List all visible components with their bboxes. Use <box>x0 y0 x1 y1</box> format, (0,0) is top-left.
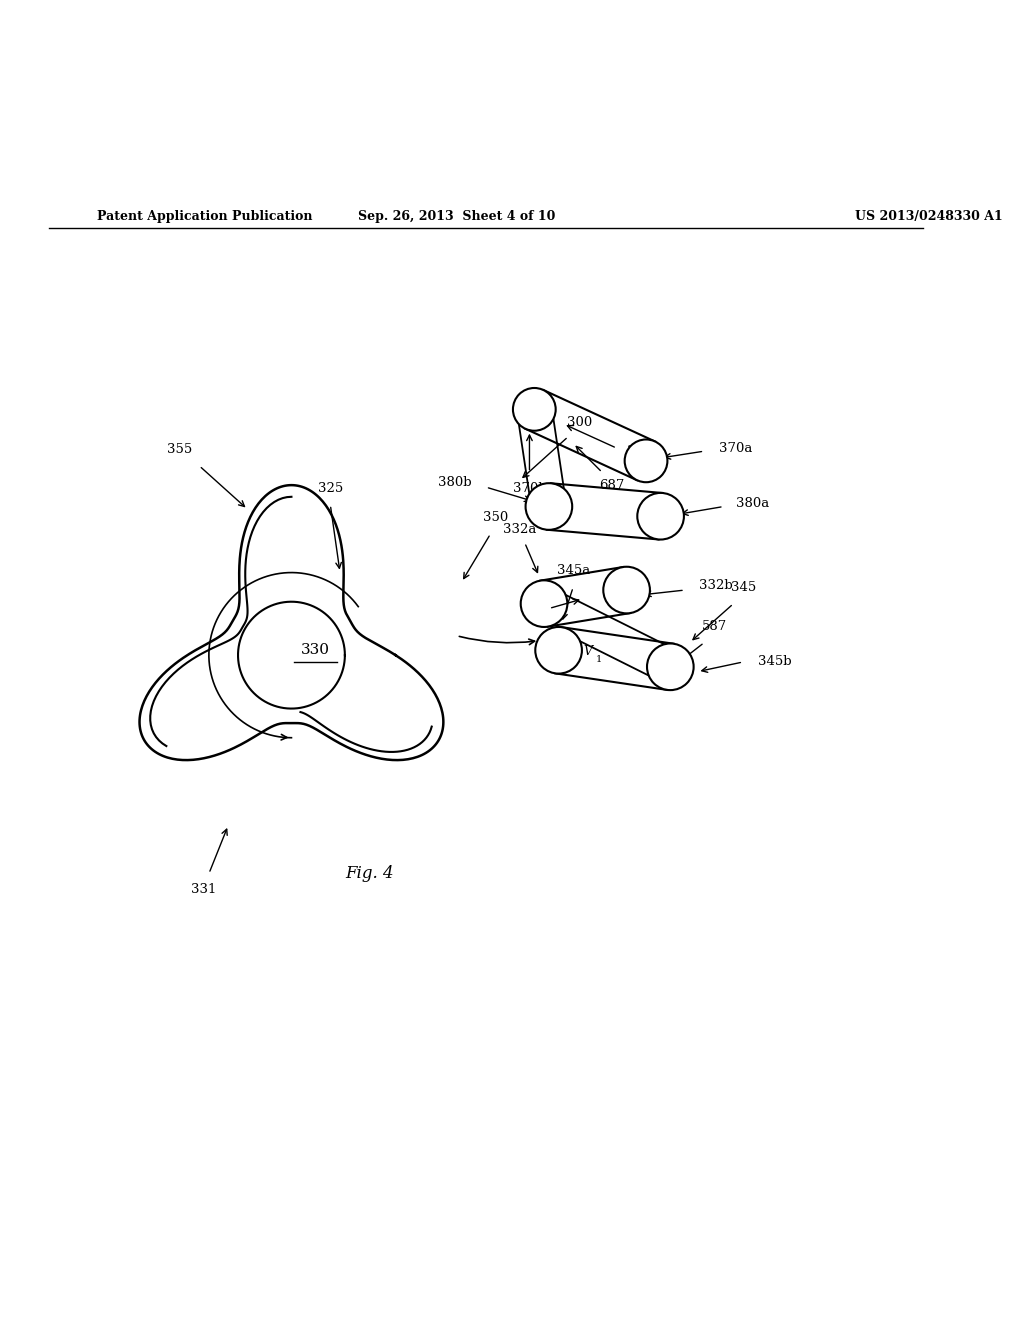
Text: 345a: 345a <box>557 565 590 577</box>
Text: 331: 331 <box>191 883 217 896</box>
Polygon shape <box>238 602 345 709</box>
Text: 345b: 345b <box>758 656 792 668</box>
Circle shape <box>525 483 572 529</box>
Text: Sep. 26, 2013  Sheet 4 of 10: Sep. 26, 2013 Sheet 4 of 10 <box>358 210 555 223</box>
Text: 380a: 380a <box>736 498 770 510</box>
Polygon shape <box>139 486 443 760</box>
Circle shape <box>637 492 684 540</box>
Text: 300: 300 <box>567 416 593 429</box>
Text: 345: 345 <box>730 581 756 594</box>
Text: 370b: 370b <box>513 482 547 495</box>
Text: 370: 370 <box>627 445 652 458</box>
Text: US 2013/0248330 A1: US 2013/0248330 A1 <box>855 210 1002 223</box>
Circle shape <box>536 627 582 673</box>
Text: 355: 355 <box>167 444 193 455</box>
Circle shape <box>647 643 693 690</box>
Text: 1: 1 <box>596 655 602 664</box>
Text: 350: 350 <box>483 511 508 524</box>
Text: 332a: 332a <box>503 523 537 536</box>
Text: 587: 587 <box>701 620 727 632</box>
Text: 330: 330 <box>301 643 330 657</box>
Circle shape <box>513 388 556 430</box>
Text: 687: 687 <box>599 479 625 492</box>
Text: Fig. 4: Fig. 4 <box>345 865 393 882</box>
Text: 325: 325 <box>317 482 343 495</box>
Text: 370a: 370a <box>719 442 753 454</box>
Circle shape <box>521 581 567 627</box>
Circle shape <box>603 566 650 614</box>
Text: 380b: 380b <box>437 475 471 488</box>
Circle shape <box>625 440 668 482</box>
Text: V: V <box>584 645 592 659</box>
Text: 332b: 332b <box>699 578 733 591</box>
Text: Patent Application Publication: Patent Application Publication <box>97 210 312 223</box>
